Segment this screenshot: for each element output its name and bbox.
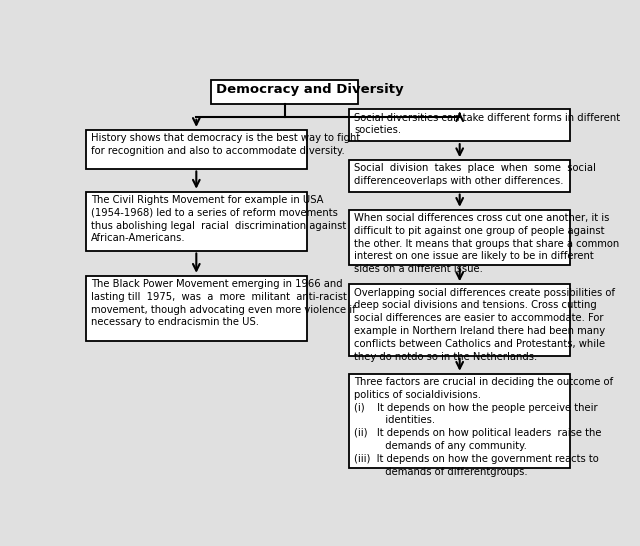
Text: Overlapping social differences create possibilities of
deep social divisions and: Overlapping social differences create po…: [355, 288, 615, 361]
FancyBboxPatch shape: [86, 192, 307, 251]
FancyBboxPatch shape: [86, 276, 307, 341]
Text: The Civil Rights Movement for example in USA
(1954-1968) led to a series of refo: The Civil Rights Movement for example in…: [91, 195, 346, 244]
FancyBboxPatch shape: [349, 284, 570, 355]
Text: Social diversities can take different forms in different
societies.: Social diversities can take different fo…: [355, 112, 620, 135]
Text: Three factors are crucial in deciding the outcome of
politics of socialdivisions: Three factors are crucial in deciding th…: [355, 377, 613, 477]
FancyBboxPatch shape: [349, 210, 570, 265]
FancyBboxPatch shape: [86, 130, 307, 169]
FancyBboxPatch shape: [211, 80, 358, 104]
Text: History shows that democracy is the best way to fight
for recognition and also t: History shows that democracy is the best…: [91, 133, 360, 156]
FancyBboxPatch shape: [349, 109, 570, 141]
FancyBboxPatch shape: [349, 160, 570, 192]
Text: The Black Power Movement emerging in 1966 and
lasting till  1975,  was  a  more : The Black Power Movement emerging in 196…: [91, 279, 356, 328]
Text: When social differences cross cut one another, it is
difficult to pit against on: When social differences cross cut one an…: [355, 213, 620, 274]
Text: Democracy and Diversity: Democracy and Diversity: [216, 83, 404, 96]
Text: Social  division  takes  place  when  some  social
differenceoverlaps with other: Social division takes place when some so…: [355, 163, 596, 186]
FancyBboxPatch shape: [349, 373, 570, 468]
